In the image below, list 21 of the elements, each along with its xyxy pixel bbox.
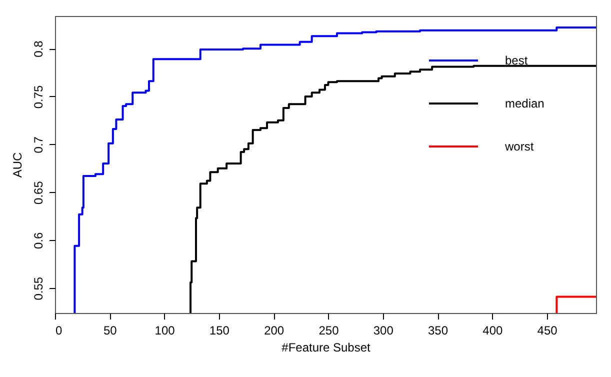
x-tick-label: 200 bbox=[264, 324, 284, 338]
x-tick-label: 400 bbox=[482, 324, 504, 338]
x-axis-title: #Feature Subset bbox=[282, 340, 372, 354]
y-tick-label: 0.65 bbox=[32, 180, 46, 204]
x-tick-label: 100 bbox=[154, 324, 176, 338]
x-tick-label: 0 bbox=[56, 324, 62, 338]
x-tick-label: 250 bbox=[318, 324, 340, 338]
x-tick-label: 350 bbox=[428, 324, 448, 338]
legend-label: worst bbox=[504, 140, 534, 154]
x-tick-label: 450 bbox=[537, 324, 558, 338]
y-tick-label: 0.7 bbox=[32, 136, 46, 154]
legend-label: median bbox=[505, 96, 544, 110]
x-tick-label: 50 bbox=[103, 324, 118, 338]
legend-label: best bbox=[505, 54, 528, 68]
y-axis-title: AUC bbox=[10, 152, 24, 178]
x-tick-label: 150 bbox=[209, 324, 230, 338]
y-tick-label: 0.8 bbox=[32, 40, 46, 58]
y-tick-label: 0.55 bbox=[32, 276, 46, 300]
y-tick-label: 0.6 bbox=[32, 232, 46, 250]
x-tick-label: 300 bbox=[373, 324, 394, 338]
y-tick-label: 0.75 bbox=[32, 84, 46, 109]
